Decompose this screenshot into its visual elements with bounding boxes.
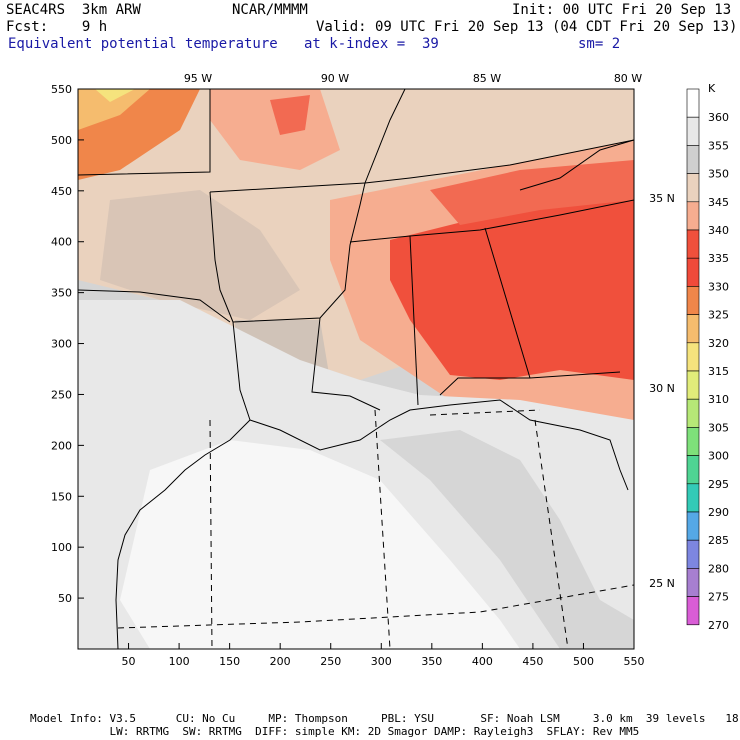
x-axis-ticks: 50 100 150 200 250 300 350 400 450 500 550 bbox=[122, 643, 645, 668]
colorbar-level-label: 305 bbox=[708, 421, 729, 434]
x-tick-label: 50 bbox=[122, 655, 136, 668]
longitude-label: 80 W bbox=[614, 72, 642, 85]
model-title: SEAC4RS 3km ARW bbox=[6, 2, 141, 18]
footer-model-info: Model Info: V3.5 CU: No Cu MP: Thompson … bbox=[30, 712, 740, 725]
colorbar-level-label: 275 bbox=[708, 591, 729, 604]
colorbar-level-label: 360 bbox=[708, 111, 729, 124]
colorbar-swatch bbox=[686, 455, 700, 485]
x-tick-label: 350 bbox=[421, 655, 442, 668]
org-label: NCAR/MMMM bbox=[232, 2, 308, 18]
colorbar: 360 355 350 345 340 335 330 325 320 315 310 305 300 2… bbox=[686, 88, 729, 632]
colorbar-level-label: 350 bbox=[708, 168, 729, 181]
colorbar-swatch bbox=[686, 427, 700, 456]
x-tick-label: 500 bbox=[573, 655, 594, 668]
init-time: Init: 00 UTC Fri 20 Sep 13 bbox=[512, 2, 732, 18]
colorbar-swatch bbox=[686, 201, 700, 231]
x-tick-label: 300 bbox=[371, 655, 392, 668]
y-tick-label: 250 bbox=[51, 388, 72, 401]
longitude-label: 85 W bbox=[473, 72, 501, 85]
y-tick-label: 100 bbox=[51, 541, 72, 554]
state-boundaries bbox=[78, 89, 634, 649]
y-tick-label: 150 bbox=[51, 490, 72, 503]
colorbar-swatch bbox=[686, 173, 700, 203]
colorbar-swatch bbox=[686, 88, 700, 118]
colorbar-level-label: 340 bbox=[708, 224, 729, 237]
colorbar-level-label: 355 bbox=[708, 139, 729, 152]
colorbar-level-label: 330 bbox=[708, 280, 729, 293]
latitude-label: 30 N bbox=[649, 382, 675, 395]
y-tick-label: 450 bbox=[51, 185, 72, 198]
x-tick-label: 450 bbox=[522, 655, 543, 668]
smoothing-label: sm= 2 bbox=[578, 36, 621, 52]
colorbar-level-label: 300 bbox=[708, 450, 729, 463]
field-name: Equivalent potential temperature bbox=[8, 36, 278, 52]
colorbar-swatch bbox=[686, 568, 700, 597]
colorbar-level-label: 280 bbox=[708, 562, 729, 575]
colorbar-unit: K bbox=[708, 82, 716, 95]
y-tick-label: 550 bbox=[51, 83, 72, 96]
x-tick-label: 400 bbox=[472, 655, 493, 668]
y-tick-label: 50 bbox=[58, 592, 72, 605]
colorbar-swatch bbox=[686, 596, 700, 626]
colorbar-swatch bbox=[686, 370, 700, 400]
y-tick-label: 400 bbox=[51, 236, 72, 249]
colorbar-level-label: 295 bbox=[708, 478, 729, 491]
colorbar-level-label: 285 bbox=[708, 534, 729, 547]
colorbar-swatch bbox=[686, 539, 700, 569]
colorbar-level-label: 345 bbox=[708, 196, 729, 209]
level-label: at k-index = 39 bbox=[304, 36, 439, 52]
colorbar-level-label: 290 bbox=[708, 506, 729, 519]
x-tick-label: 550 bbox=[624, 655, 645, 668]
longitude-labels: 95 W 90 W 85 W 80 W bbox=[184, 72, 642, 85]
x-tick-label: 200 bbox=[270, 655, 291, 668]
latitude-label: 25 N bbox=[649, 577, 675, 590]
colorbar-swatch bbox=[686, 314, 700, 344]
colorbar-swatch bbox=[686, 398, 700, 428]
colorbar-level-label: 270 bbox=[708, 619, 729, 632]
colorbar-swatch bbox=[686, 511, 700, 541]
latitude-labels: 35 N 30 N 25 N bbox=[649, 192, 675, 590]
theta-e-field bbox=[78, 89, 634, 649]
colorbar-swatch bbox=[686, 116, 700, 146]
valid-time: Valid: 09 UTC Fri 20 Sep 13 (04 CDT Fri … bbox=[316, 19, 738, 35]
graticule bbox=[117, 409, 634, 649]
colorbar-level-label: 310 bbox=[708, 393, 729, 406]
y-tick-label: 350 bbox=[51, 287, 72, 300]
colorbar-swatch bbox=[686, 145, 700, 174]
y-tick-label: 300 bbox=[51, 338, 72, 351]
map-frame bbox=[77, 88, 635, 650]
longitude-label: 90 W bbox=[321, 72, 349, 85]
x-tick-label: 100 bbox=[169, 655, 190, 668]
longitude-label: 95 W bbox=[184, 72, 212, 85]
x-tick-label: 150 bbox=[219, 655, 240, 668]
colorbar-swatch bbox=[686, 286, 700, 315]
colorbar-swatch bbox=[686, 229, 700, 259]
y-axis-ticks: 550 500 450 400 350 300 250 200 150 100 50 bbox=[51, 83, 84, 605]
x-tick-label: 250 bbox=[320, 655, 341, 668]
y-tick-label: 200 bbox=[51, 439, 72, 452]
colorbar-swatch bbox=[686, 483, 700, 513]
latitude-label: 35 N bbox=[649, 192, 675, 205]
colorbar-level-label: 325 bbox=[708, 309, 729, 322]
colorbar-level-label: 320 bbox=[708, 337, 729, 350]
footer-physics-info: LW: RRTMG SW: RRTMG DIFF: simple KM: 2D … bbox=[30, 725, 640, 738]
colorbar-swatch bbox=[686, 257, 700, 287]
colorbar-level-label: 335 bbox=[708, 252, 729, 265]
forecast-hour: Fcst: 9 h bbox=[6, 19, 108, 35]
colorbar-level-label: 315 bbox=[708, 365, 729, 378]
y-tick-label: 500 bbox=[51, 134, 72, 147]
colorbar-swatch bbox=[686, 342, 700, 372]
